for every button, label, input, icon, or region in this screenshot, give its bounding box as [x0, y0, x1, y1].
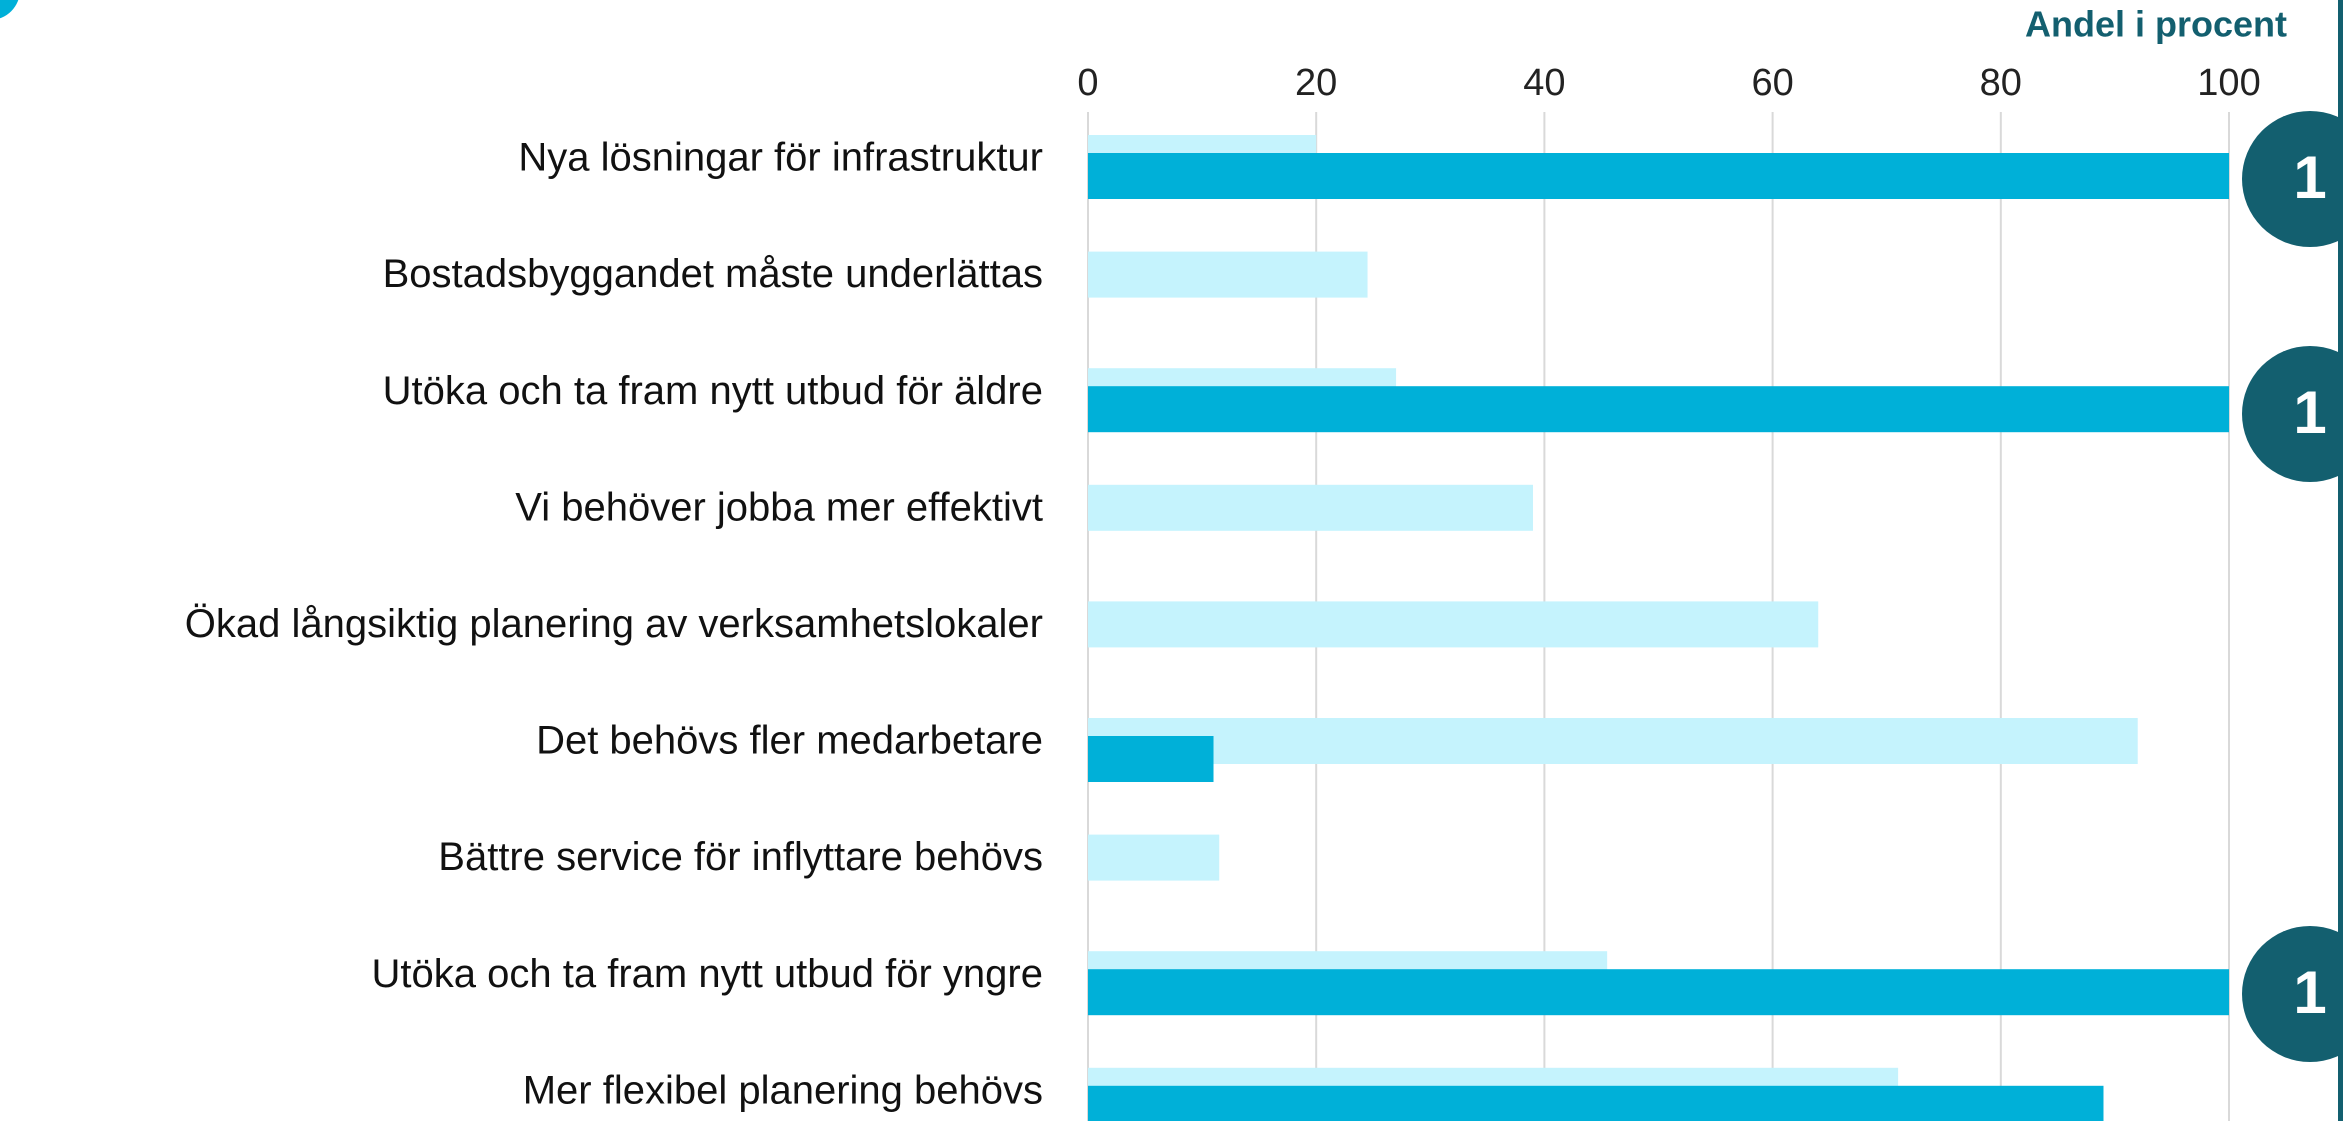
bar [1088, 153, 2229, 199]
category-label: Bostadsbyggandet måste underlättas [383, 252, 1043, 296]
category-label: Vi behöver jobba mer effektivt [515, 485, 1043, 529]
bar [1088, 718, 2138, 764]
x-tick-label: 20 [1295, 62, 1337, 104]
category-label: Utöka och ta fram nytt utbud för yngre [372, 952, 1043, 996]
edge-strip [2338, 0, 2343, 1121]
x-tick-label: 40 [1523, 62, 1565, 104]
x-tick-label: 80 [1980, 62, 2022, 104]
bar [1088, 969, 2229, 1016]
bar [1088, 736, 1214, 782]
x-tick-label: 100 [2197, 62, 2260, 104]
badge [2242, 926, 2343, 1062]
x-tick-label: 60 [1751, 62, 1793, 104]
x-tick-label: 0 [1077, 62, 1098, 104]
badge-label: 1 [2293, 959, 2326, 1026]
category-label: Ökad långsiktig planering av verksamhets… [185, 602, 1043, 646]
badge-label: 1 [2293, 379, 2326, 446]
category-label: Det behövs fler medarbetare [536, 719, 1043, 763]
badge-label: 1 [2293, 144, 2326, 211]
badge [2242, 111, 2343, 247]
bar [1088, 834, 1220, 881]
decoration [0, 0, 19, 19]
category-label: Bättre service för inflyttare behövs [438, 835, 1043, 879]
bar [1088, 484, 1533, 531]
bar [1088, 251, 1368, 298]
bar [1088, 386, 2229, 433]
badge [2242, 346, 2343, 482]
category-label: Nya lösningar för infrastruktur [518, 136, 1043, 180]
category-label: Utöka och ta fram nytt utbud för äldre [383, 369, 1043, 413]
category-label: Mer flexibel planering behövs [523, 1068, 1043, 1112]
bar [1088, 1085, 2104, 1121]
bar [1088, 601, 1819, 648]
axis-label: Andel i procent [2025, 4, 2287, 45]
